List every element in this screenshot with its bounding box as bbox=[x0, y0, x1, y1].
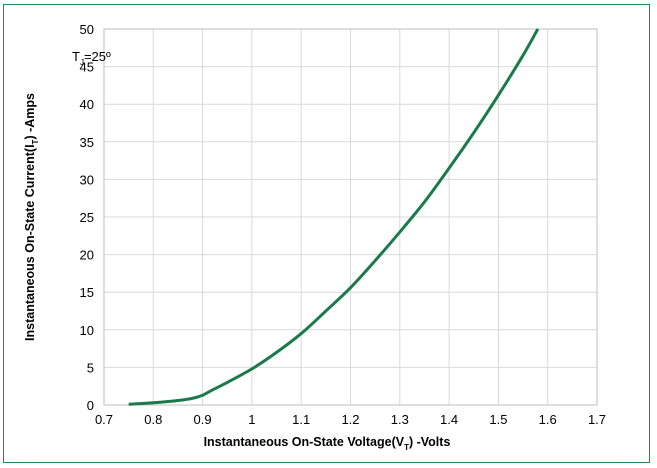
y-axis-title: Instantaneous On-State Current(IT) -Amps bbox=[23, 93, 40, 341]
plot-area-border bbox=[103, 28, 598, 406]
x-tick-label: 0.7 bbox=[95, 412, 113, 427]
y-tick-label: 5 bbox=[87, 360, 94, 375]
x-tick-label: 1 bbox=[248, 412, 255, 427]
x-tick-label: 1.1 bbox=[292, 412, 310, 427]
series-line bbox=[128, 28, 540, 406]
y-tick-label: 45 bbox=[80, 60, 94, 75]
y-tick-label: 0 bbox=[87, 398, 94, 413]
x-axis-title: Instantaneous On-State Voltage(VT) -Volt… bbox=[204, 435, 451, 452]
x-tick-label: 0.8 bbox=[144, 412, 162, 427]
y-tick-label: 30 bbox=[80, 172, 94, 187]
grid bbox=[103, 28, 598, 406]
annotation-tj: TJ=25º bbox=[72, 49, 111, 67]
y-tick-label: 10 bbox=[80, 323, 94, 338]
y-tick-label: 15 bbox=[80, 285, 94, 300]
y-tick-label: 35 bbox=[80, 135, 94, 150]
chart: 0.7 0.8 0.9 1 1.1 1.2 1.3 1.4 1.5 1.6 1.7 0 5 10 15 20… bbox=[23, 22, 606, 452]
x-tick-label: 1.3 bbox=[391, 412, 409, 427]
y-tick-label: 20 bbox=[80, 248, 94, 263]
x-tick-label: 1.2 bbox=[341, 412, 359, 427]
y-tick-labels: 0 5 10 15 20 25 30 35 40 45 50 bbox=[80, 22, 94, 413]
y-tick-label: 25 bbox=[80, 210, 94, 225]
x-tick-label: 1.5 bbox=[489, 412, 507, 427]
x-tick-label: 1.7 bbox=[588, 412, 606, 427]
chart-frame: 0.7 0.8 0.9 1 1.1 1.2 1.3 1.4 1.5 1.6 1.7 0 5 10 15 20… bbox=[3, 4, 650, 463]
x-tick-label: 1.6 bbox=[539, 412, 557, 427]
x-tick-label: 1.4 bbox=[440, 412, 458, 427]
plot-border bbox=[103, 28, 598, 406]
x-tick-label: 0.9 bbox=[194, 412, 212, 427]
y-tick-label: 50 bbox=[80, 22, 94, 37]
x-tick-labels: 0.7 0.8 0.9 1 1.1 1.2 1.3 1.4 1.5 1.6 1.7 bbox=[95, 412, 606, 427]
y-tick-label: 40 bbox=[80, 97, 94, 112]
